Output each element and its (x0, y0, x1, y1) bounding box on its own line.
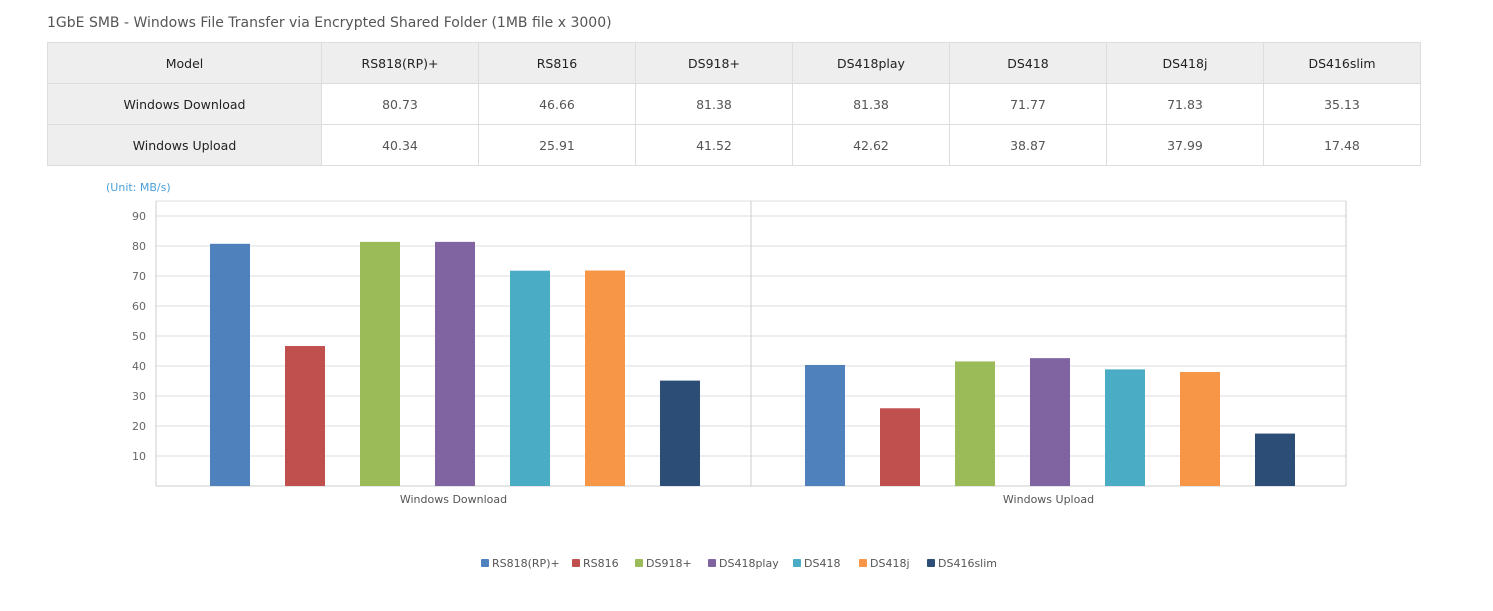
bar (660, 380, 700, 486)
table-cell: 41.52 (635, 124, 793, 166)
bar (1105, 369, 1145, 486)
table-cell: 40.34 (321, 124, 479, 166)
legend-swatch (572, 559, 580, 567)
table-cell: 46.66 (478, 83, 636, 125)
header-cell: DS918+ (635, 42, 793, 84)
table-cell: 42.62 (792, 124, 950, 166)
bar (285, 346, 325, 486)
y-tick-label: 10 (132, 450, 146, 463)
legend-swatch (927, 559, 935, 567)
bar (210, 243, 250, 486)
bar (360, 241, 400, 486)
table-cell: 81.38 (792, 83, 950, 125)
header-cell: DS418j (1106, 42, 1264, 84)
bar (880, 408, 920, 486)
header-cell: RS816 (478, 42, 636, 84)
x-tick-label: Windows Download (400, 493, 507, 506)
y-tick-label: 60 (132, 300, 146, 313)
legend-swatch (481, 559, 489, 567)
table-cell: 38.87 (949, 124, 1107, 166)
legend-label: DS418 (804, 557, 840, 570)
y-tick-label: 70 (132, 270, 146, 283)
bar (805, 364, 845, 486)
results-table: Model RS818(RP)+ RS816 DS918+ DS418play … (47, 42, 1421, 166)
legend-swatch (859, 559, 867, 567)
header-cell: RS818(RP)+ (321, 42, 479, 84)
y-tick-label: 80 (132, 240, 146, 253)
row-label: Windows Download (47, 83, 322, 125)
legend-swatch (708, 559, 716, 567)
y-tick-label: 30 (132, 390, 146, 403)
legend-label: DS418play (719, 557, 779, 570)
y-tick-label: 50 (132, 330, 146, 343)
legend-label: DS918+ (646, 557, 692, 570)
legend-swatch (793, 559, 801, 567)
legend-swatch (635, 559, 643, 567)
chart-title: 1GbE SMB - Windows File Transfer via Enc… (47, 15, 612, 31)
bar (435, 241, 475, 486)
y-tick-label: 20 (132, 420, 146, 433)
header-cell: DS418play (792, 42, 950, 84)
y-tick-label: 90 (132, 210, 146, 223)
bar (1030, 358, 1070, 486)
y-tick-label: 40 (132, 360, 146, 373)
bar (585, 270, 625, 486)
legend-label: DS416slim (938, 557, 997, 570)
table-cell: 25.91 (478, 124, 636, 166)
row-label: Windows Upload (47, 124, 322, 166)
legend-label: RS818(RP)+ (492, 557, 560, 570)
x-tick-label: Windows Upload (1003, 493, 1094, 506)
unit-label: (Unit: MB/s) (106, 181, 171, 194)
table-header-row: Model RS818(RP)+ RS816 DS918+ DS418play … (47, 42, 1421, 84)
table-cell: 17.48 (1263, 124, 1421, 166)
table-row: Windows Upload 40.34 25.91 41.52 42.62 3… (47, 124, 1421, 166)
bar (510, 270, 550, 486)
header-cell: DS416slim (1263, 42, 1421, 84)
legend-label: RS816 (583, 557, 619, 570)
table-cell: 71.77 (949, 83, 1107, 125)
legend-label: DS418j (870, 557, 910, 570)
bar (955, 361, 995, 486)
bar (1180, 372, 1220, 486)
bar (1255, 433, 1295, 486)
table-cell: 37.99 (1106, 124, 1264, 166)
